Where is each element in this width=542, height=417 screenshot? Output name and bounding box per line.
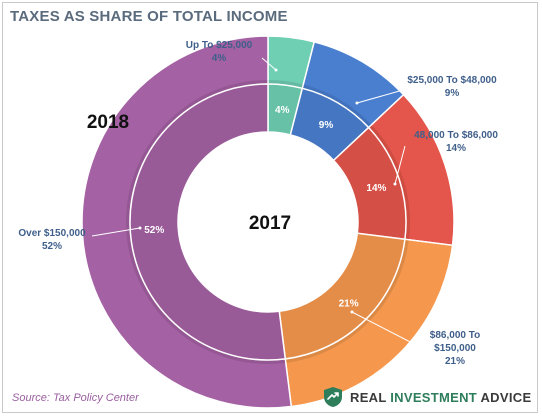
leader-dot-2 — [393, 182, 397, 186]
inner-value-label-0: 4% — [275, 105, 290, 116]
ring-divider-3 — [285, 239, 409, 363]
slice-2017-4 — [129, 83, 287, 361]
leader-line-2 — [394, 145, 406, 185]
inner-value-label-2: 14% — [366, 183, 386, 194]
outer-value-label-0: 4% — [212, 53, 227, 64]
source-note: Source: Tax Policy Center — [12, 392, 139, 404]
leader-dot-4 — [138, 226, 142, 230]
brand-logo: REAL INVESTMENT ADVICE — [322, 386, 531, 408]
outer-ring-name: 2018 — [87, 112, 129, 133]
category-label-3: $86,000 To $150,000 — [430, 330, 480, 354]
leader-dot-1 — [355, 101, 359, 105]
shield-arrow-icon — [324, 387, 342, 407]
category-label-4: Over $150,000 — [18, 228, 86, 239]
category-label-0: Up To $25,000 — [186, 40, 253, 51]
outer-value-label-3: 21% — [445, 356, 465, 367]
inner-ring-name: 2017 — [249, 213, 291, 234]
leader-line-4 — [91, 227, 141, 237]
leader-dot-3 — [350, 310, 354, 314]
inner-value-label-3: 21% — [339, 299, 359, 310]
leader-line-3 — [351, 311, 419, 347]
brand-name: REAL INVESTMENT ADVICE — [350, 389, 532, 405]
leader-line-0 — [261, 57, 277, 71]
category-label-1: $25,000 To $48,000 — [407, 75, 497, 86]
outer-value-label-2: 14% — [446, 143, 466, 154]
leader-dot-0 — [274, 68, 278, 72]
inner-value-label-4: 52% — [144, 225, 164, 236]
inner-value-label-1: 9% — [319, 120, 334, 131]
outer-value-label-1: 9% — [445, 88, 460, 99]
chart-title: TAXES AS SHARE OF TOTAL INCOME — [10, 8, 288, 25]
category-label-2: 48,000 To $86,000 — [414, 130, 498, 141]
leader-line-1 — [356, 89, 404, 104]
outer-value-label-4: 52% — [42, 241, 62, 252]
